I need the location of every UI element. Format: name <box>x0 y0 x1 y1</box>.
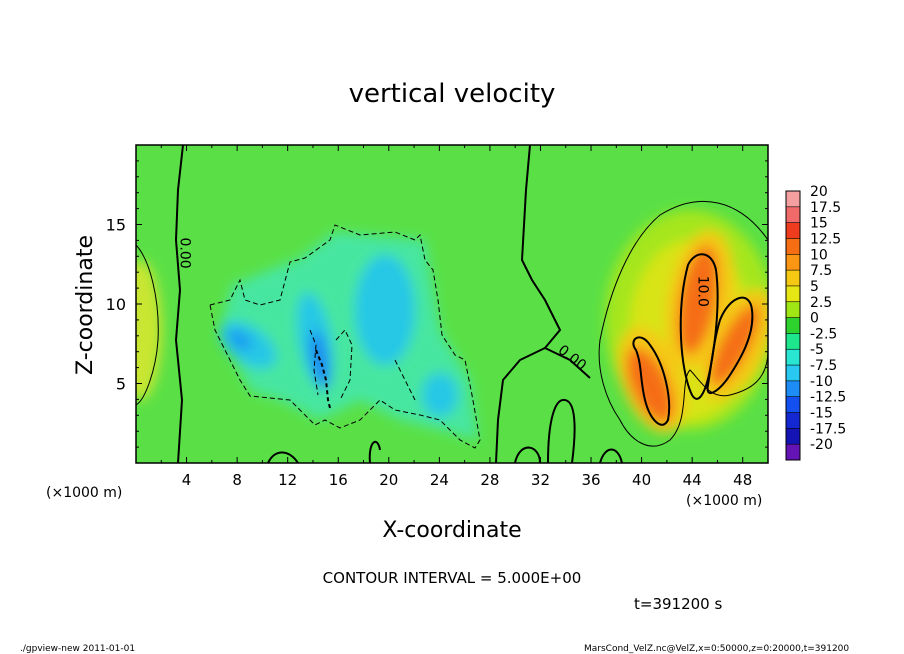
colorbar-swatch <box>786 365 800 382</box>
colorbar-swatch <box>786 380 800 398</box>
colorbar-swatch <box>786 285 800 303</box>
colorbar-label: -15 <box>810 406 833 422</box>
x-tick-label: 32 <box>531 471 550 489</box>
x-unit-left: (×1000 m) <box>46 485 122 501</box>
contour-10-right <box>706 296 754 395</box>
x-axis-label: X-coordinate <box>382 518 521 543</box>
colorbar-swatch <box>786 444 800 461</box>
colorbar-swatch <box>786 428 800 445</box>
colorbar-swatch <box>786 412 800 429</box>
x-tick-label: 16 <box>329 471 348 489</box>
x-unit-right: (×1000 m) <box>686 493 762 509</box>
chart-title: vertical velocity <box>349 79 556 109</box>
colorbar-label: -12.5 <box>810 390 846 406</box>
colorbar-swatch <box>786 301 800 319</box>
zero-contour-middle-branch <box>544 347 591 379</box>
zero-contour-left <box>174 145 184 463</box>
y-tick-label: 10 <box>106 295 126 314</box>
contour-interval: CONTOUR INTERVAL = 5.000E+00 <box>323 569 582 587</box>
colorbar-label: -10 <box>810 374 833 390</box>
negative-contour-inner <box>315 349 331 409</box>
x-axis: 4 8 12 16 20 24 28 32 36 40 44 48 <box>160 145 752 489</box>
contour-lines <box>136 145 768 463</box>
x-tick-label: 4 <box>182 471 192 489</box>
footer-left: ./gpview-new 2011-01-01 <box>20 644 135 654</box>
colorbar-label: 17.5 <box>810 200 841 216</box>
colorbar-swatch <box>786 317 800 334</box>
colorbar-label: 2.5 <box>810 295 832 311</box>
x-tick-label: 12 <box>278 471 297 489</box>
colorbar-label: -7.5 <box>810 358 837 374</box>
x-tick-label: 20 <box>379 471 398 489</box>
zero-contour-middle <box>495 145 562 463</box>
x-tick-label: 8 <box>232 471 242 489</box>
x-tick-label: 48 <box>733 471 752 489</box>
x-tick-label: 36 <box>581 471 600 489</box>
colorbar-label: -2.5 <box>810 326 837 342</box>
time-label: t=391200 s <box>634 595 722 613</box>
colorbar-swatch <box>786 349 800 366</box>
colorbar-swatch <box>786 254 800 271</box>
colorbar-swatch <box>786 333 800 350</box>
x-tick-label: 24 <box>430 471 449 489</box>
colorbar-label: -5 <box>810 342 824 358</box>
colorbar-swatch <box>786 270 800 287</box>
colorbar-label: 0 <box>810 311 819 327</box>
y-tick-label: 5 <box>116 375 126 394</box>
contour-10-left <box>632 336 671 426</box>
contour-label: 10.0 <box>694 276 710 307</box>
plot-area <box>136 145 768 463</box>
y-axis: 5 10 15 <box>106 160 768 448</box>
y-tick-label: 15 <box>106 216 126 235</box>
colorbar: 2017.51512.5107.552.50-2.5-5-7.5-10-12.5… <box>785 184 846 461</box>
colorbar-label: 10 <box>810 247 828 263</box>
colorbar-swatch <box>786 222 800 239</box>
colorbar-swatch <box>786 238 800 255</box>
x-tick-label: 44 <box>683 471 702 489</box>
footer-right: MarsCond_VelZ.nc@VelZ,x=0:50000,z=0:2000… <box>584 644 849 654</box>
x-tick-label: 28 <box>480 471 499 489</box>
colorbar-label: 5 <box>810 279 819 295</box>
colorbar-label: 7.5 <box>810 263 832 279</box>
contour-label: 0.00 <box>176 238 192 269</box>
y-axis-label: Z-coordinate <box>73 235 98 375</box>
x-tick-label: 40 <box>632 471 651 489</box>
colorbar-swatch <box>786 191 800 208</box>
colorbar-label: 15 <box>810 216 828 232</box>
colorbar-label: 12.5 <box>810 231 841 247</box>
colorbar-label: -20 <box>810 437 833 453</box>
negative-contour-outer <box>209 224 481 449</box>
colorbar-label: -17.5 <box>810 421 846 437</box>
colorbar-swatch <box>786 206 800 224</box>
colorbar-swatch <box>786 396 800 414</box>
colorbar-label: 20 <box>810 184 828 200</box>
